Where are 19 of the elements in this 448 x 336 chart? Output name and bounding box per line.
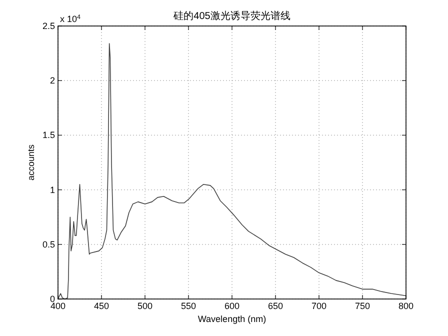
x-tick-label: 550 (180, 301, 196, 311)
x-tick-label: 750 (354, 301, 370, 311)
y-tick-label: 2 (50, 76, 55, 86)
x-tick-label: 650 (268, 301, 284, 311)
y-tick-label: 0 (50, 294, 55, 304)
y-tick-label: 2.5 (42, 21, 55, 31)
y-axis-title: accounts (26, 144, 36, 181)
y-tick-label: 1 (50, 184, 55, 195)
text: x 10$^{4}$ (60, 14, 82, 24)
x-tick-label: 500 (137, 301, 153, 311)
chart-title: 硅的405激光诱导荧光谱线 (172, 10, 290, 22)
x-tick-label: 600 (224, 301, 240, 311)
x-tick-label: 400 (50, 301, 66, 311)
x-tick-label: 800 (398, 301, 414, 311)
x-tick-label: 450 (94, 301, 110, 311)
x-axis-title: Wavelength (nm) (198, 314, 266, 324)
y-tick-label: 1.5 (42, 130, 55, 140)
y-tick-label: 0.5 (42, 239, 55, 250)
x-tick-label: 700 (311, 301, 327, 311)
